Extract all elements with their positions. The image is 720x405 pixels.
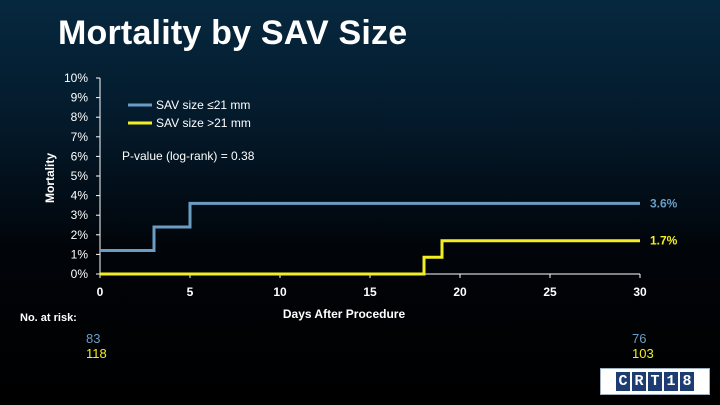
x-tick-label: 30 (633, 285, 647, 299)
y-tick-label: 1% (71, 247, 89, 261)
y-tick-label: 6% (71, 149, 89, 163)
risk-end-large: 103 (632, 346, 654, 361)
x-tick-label: 15 (363, 285, 377, 299)
legend-label: SAV size ≤21 mm (156, 98, 250, 112)
y-tick-label: 9% (71, 91, 89, 105)
series-line-2 (100, 239, 640, 276)
x-tick-label: 0 (97, 285, 104, 299)
legend: SAV size ≤21 mm SAV size >21 mm (128, 98, 251, 130)
logo-letter: R (632, 372, 646, 391)
risk-table-label: No. at risk: (20, 312, 77, 324)
y-tick-label: 5% (71, 169, 89, 183)
series-end-label-1: 3.6% (650, 196, 678, 210)
logo-letter: T (648, 372, 662, 391)
y-tick-label: 2% (71, 228, 89, 242)
series-layer: 3.6% 1.7% (100, 196, 678, 276)
p-value-annotation: P-value (log-rank) = 0.38 (122, 149, 255, 163)
logo-letter: C (616, 372, 630, 391)
x-tick-label: 5 (187, 285, 194, 299)
logo-letter: 8 (680, 372, 694, 391)
y-tick-label: 0% (71, 267, 89, 281)
x-tick-label: 20 (453, 285, 467, 299)
logo-letter: 1 (664, 372, 678, 391)
risk-end-small: 76 (632, 331, 647, 346)
series-line-1 (100, 201, 640, 252)
series-end-label-2: 1.7% (650, 234, 678, 248)
x-tick-label: 10 (273, 285, 287, 299)
risk-start-large: 118 (86, 346, 107, 361)
y-tick-label: 4% (71, 189, 89, 203)
y-tick-label: 8% (71, 110, 89, 124)
x-tick-label: 25 (543, 285, 557, 299)
y-tick-label: 3% (71, 208, 89, 222)
x-axis-label: Days After Procedure (283, 307, 406, 321)
risk-start-small: 83 (86, 331, 101, 346)
y-tick-label: 10% (64, 71, 88, 85)
legend-label: SAV size >21 mm (156, 116, 251, 130)
y-axis-label: Mortality (43, 153, 57, 203)
y-tick-label: 7% (71, 130, 89, 144)
page-title: Mortality by SAV Size (58, 14, 408, 52)
